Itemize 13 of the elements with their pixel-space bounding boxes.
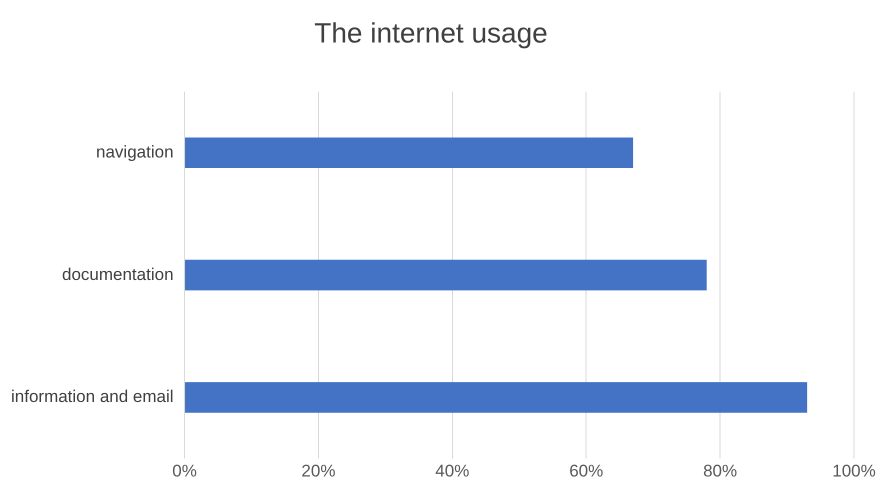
bar	[185, 260, 707, 290]
chart-title: The internet usage	[314, 18, 548, 49]
x-tick-label: 60%	[569, 461, 604, 480]
y-tick-label: information and email	[11, 387, 174, 406]
x-tick-label: 0%	[172, 461, 197, 480]
x-tick-label: 20%	[301, 461, 336, 480]
bar	[185, 137, 634, 168]
x-tick-label: 40%	[435, 461, 470, 480]
y-tick-label: navigation	[96, 142, 174, 162]
y-tick-label: documentation	[62, 264, 174, 284]
x-tick-label: 80%	[703, 461, 738, 480]
x-tick-label: 100%	[832, 461, 876, 480]
bar	[185, 382, 808, 413]
